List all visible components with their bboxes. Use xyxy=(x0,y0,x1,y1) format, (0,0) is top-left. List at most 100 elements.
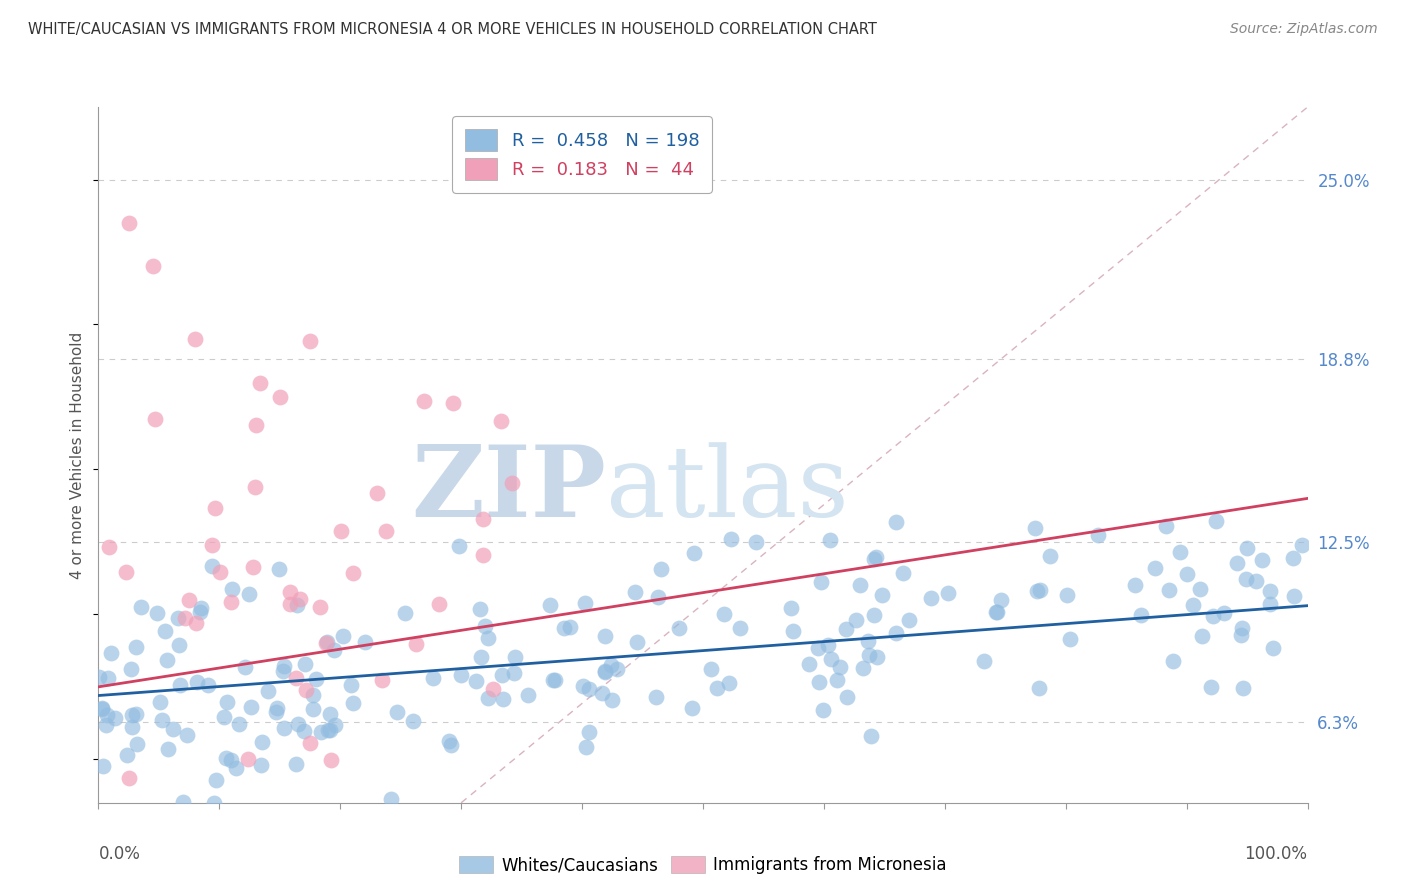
Point xyxy=(184,332,207,346)
Point xyxy=(405,638,427,652)
Point xyxy=(489,414,512,428)
Point xyxy=(647,591,669,605)
Point xyxy=(491,667,513,681)
Point xyxy=(984,605,1007,619)
Point xyxy=(837,690,859,705)
Point xyxy=(169,638,191,652)
Point xyxy=(1168,544,1191,558)
Point xyxy=(593,664,616,678)
Point xyxy=(250,734,273,748)
Point xyxy=(503,649,526,664)
Point xyxy=(578,682,600,697)
Point xyxy=(884,625,907,640)
Point xyxy=(1236,541,1258,556)
Point xyxy=(1251,553,1274,567)
Point xyxy=(813,703,835,717)
Point xyxy=(859,729,882,743)
Legend: Whites/Caucasians, Immigrants from Micronesia: Whites/Caucasians, Immigrants from Micro… xyxy=(454,851,952,880)
Point xyxy=(202,796,225,810)
Point xyxy=(574,596,596,610)
Point xyxy=(1199,680,1222,694)
Point xyxy=(1282,590,1305,604)
Point xyxy=(472,512,495,526)
Point xyxy=(273,664,295,678)
Point xyxy=(169,678,191,692)
Point xyxy=(125,640,148,654)
Point xyxy=(316,723,339,738)
Point xyxy=(1212,606,1234,620)
Point xyxy=(538,598,561,612)
Point xyxy=(1291,538,1313,552)
Point xyxy=(835,622,858,636)
Point xyxy=(329,524,352,539)
Point xyxy=(319,706,342,721)
Text: 100.0%: 100.0% xyxy=(1244,845,1308,863)
Point xyxy=(177,593,200,607)
Point xyxy=(626,635,648,649)
Point xyxy=(572,679,595,693)
Point xyxy=(468,602,491,616)
Point xyxy=(441,396,464,410)
Point xyxy=(544,673,567,687)
Point xyxy=(799,657,821,671)
Point xyxy=(294,657,316,672)
Point xyxy=(273,658,295,673)
Point xyxy=(1282,550,1305,565)
Point xyxy=(127,738,149,752)
Y-axis label: 4 or more Vehicles in Household: 4 or more Vehicles in Household xyxy=(70,331,86,579)
Point xyxy=(190,600,212,615)
Point xyxy=(730,621,752,635)
Point xyxy=(87,670,110,684)
Point xyxy=(891,566,914,580)
Point xyxy=(517,688,540,702)
Point xyxy=(1059,632,1081,646)
Point xyxy=(825,673,848,688)
Point xyxy=(645,690,668,705)
Point xyxy=(863,551,886,566)
Point xyxy=(553,621,575,635)
Point xyxy=(342,696,364,710)
Point xyxy=(305,672,328,686)
Point xyxy=(339,678,361,692)
Point xyxy=(401,714,423,728)
Point xyxy=(440,739,463,753)
Point xyxy=(668,621,690,635)
Point xyxy=(897,613,920,627)
Point xyxy=(295,682,318,697)
Point xyxy=(319,753,342,767)
Text: Source: ZipAtlas.com: Source: ZipAtlas.com xyxy=(1230,22,1378,37)
Point xyxy=(973,655,995,669)
Point xyxy=(309,725,332,739)
Point xyxy=(1130,608,1153,623)
Point xyxy=(574,740,596,755)
Point xyxy=(233,660,256,674)
Point xyxy=(1261,640,1284,655)
Point xyxy=(606,662,628,676)
Point xyxy=(302,702,325,716)
Point xyxy=(172,795,194,809)
Point xyxy=(1234,573,1257,587)
Point xyxy=(706,681,728,696)
Point xyxy=(591,685,613,699)
Point xyxy=(257,683,280,698)
Point xyxy=(1143,561,1166,575)
Point xyxy=(986,605,1008,619)
Point xyxy=(450,667,472,681)
Point xyxy=(990,593,1012,607)
Point xyxy=(322,643,344,657)
Point xyxy=(717,675,740,690)
Point xyxy=(595,665,617,680)
Point xyxy=(264,705,287,719)
Point xyxy=(852,661,875,675)
Point xyxy=(1232,681,1254,695)
Point xyxy=(236,752,259,766)
Point xyxy=(447,539,470,553)
Point xyxy=(266,701,288,715)
Point xyxy=(118,216,141,230)
Point xyxy=(807,640,830,655)
Point xyxy=(225,761,247,775)
Point xyxy=(217,695,239,709)
Point xyxy=(238,587,260,601)
Point xyxy=(302,688,325,702)
Point xyxy=(188,605,211,619)
